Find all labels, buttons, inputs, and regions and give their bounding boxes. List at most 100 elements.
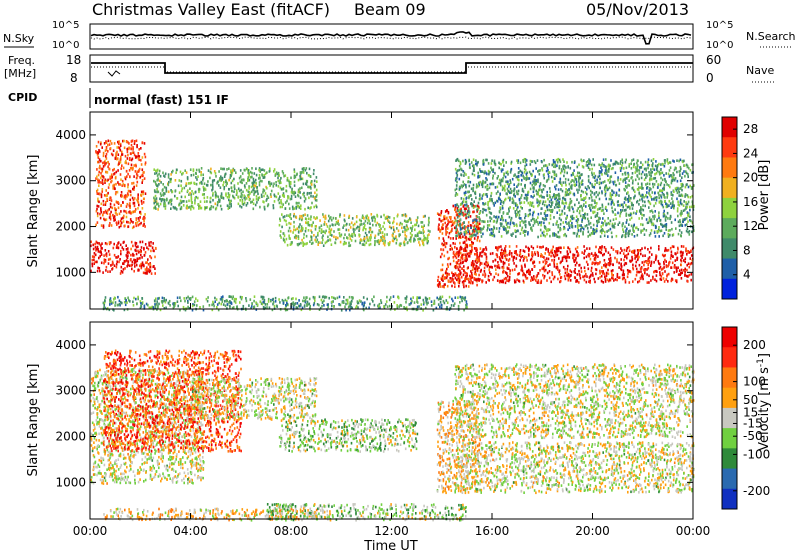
heatmap-cell (329, 224, 331, 228)
heatmap-cell (645, 176, 647, 179)
heatmap-cell (607, 170, 610, 173)
heatmap-cell (403, 306, 405, 309)
heatmap-cell (521, 266, 523, 270)
heatmap-cell (514, 280, 516, 284)
heatmap-cell (267, 297, 270, 301)
heatmap-cell (108, 308, 111, 312)
heatmap-cell (180, 299, 182, 303)
heatmap-cell (130, 158, 133, 162)
heatmap-cell (513, 250, 516, 253)
heatmap-cell (243, 184, 246, 187)
heatmap-cell (334, 297, 337, 300)
heatmap-cell (561, 212, 563, 216)
heatmap-cell (481, 250, 483, 254)
heatmap-cell (422, 231, 424, 235)
heatmap-cell (452, 242, 454, 245)
heatmap-cell (300, 214, 303, 218)
heatmap-cell (456, 221, 459, 224)
heatmap-cell (410, 301, 412, 305)
heatmap-cell (678, 269, 681, 272)
heatmap-cell (270, 195, 272, 198)
heatmap-cell (272, 185, 275, 188)
heatmap-cell (576, 273, 579, 276)
heatmap-cell (101, 190, 103, 193)
heatmap-cell (165, 198, 168, 202)
heatmap-cell (311, 180, 313, 183)
heatmap-cell (501, 256, 504, 259)
heatmap-cell (305, 182, 307, 185)
heatmap-cell (411, 229, 413, 232)
heatmap-cell (559, 246, 561, 249)
heatmap-cell (230, 181, 233, 185)
heatmap-cell (620, 265, 623, 268)
heatmap-cell (504, 256, 507, 260)
heatmap-cell (198, 170, 201, 173)
heatmap-cell (476, 210, 478, 213)
heatmap-cell (302, 171, 305, 174)
heatmap-cell (524, 265, 526, 268)
heatmap-cell (263, 205, 266, 209)
heatmap-cell (348, 295, 351, 299)
heatmap-cell (314, 191, 316, 195)
heatmap-cell (315, 176, 318, 179)
heatmap-cell (647, 248, 649, 251)
heatmap-cell (509, 272, 511, 275)
heatmap-cell (150, 256, 153, 260)
heatmap-cell (641, 217, 643, 220)
heatmap-cell (366, 297, 368, 301)
heatmap-cell (93, 262, 95, 265)
heatmap-cell (668, 261, 670, 265)
heatmap-cell (190, 204, 193, 208)
heatmap-cell (136, 144, 138, 147)
heatmap-cell (221, 298, 224, 301)
heatmap-cell (164, 300, 167, 304)
heatmap-cell (113, 219, 115, 222)
heatmap-cell (505, 258, 508, 261)
heatmap-cell (105, 162, 107, 165)
heatmap-cell (138, 155, 141, 158)
heatmap-cell (465, 306, 467, 310)
heatmap-cell (439, 255, 442, 259)
heatmap-cell (158, 302, 160, 306)
heatmap-cell (96, 214, 99, 218)
heatmap-cell (361, 302, 363, 306)
heatmap-cell (101, 169, 103, 173)
heatmap-cell (153, 196, 155, 200)
heatmap-cell (174, 189, 177, 192)
heatmap-cell (408, 238, 411, 242)
heatmap-cell (460, 197, 463, 200)
heatmap-cell (599, 271, 601, 275)
heatmap-cell (128, 210, 130, 214)
heatmap-cell (368, 306, 370, 310)
heatmap-cell (182, 204, 185, 207)
heatmap-cell (180, 205, 183, 209)
heatmap-cell (383, 213, 385, 217)
heatmap-cell (459, 251, 462, 255)
heatmap-cell (465, 185, 467, 189)
heatmap-cell (122, 262, 124, 265)
heatmap-cell (561, 259, 564, 262)
heatmap-cell (129, 198, 131, 202)
heatmap-cell (286, 300, 288, 303)
heatmap-cell (141, 168, 144, 171)
heatmap-cell (225, 192, 227, 195)
heatmap-cell (357, 306, 359, 309)
heatmap-cell (158, 179, 161, 183)
heatmap-cell (270, 182, 273, 185)
heatmap-cell (215, 194, 218, 198)
heatmap-cell (236, 306, 238, 309)
heatmap-cell (313, 169, 315, 172)
heatmap-cell (206, 299, 209, 303)
heatmap-cell (485, 213, 488, 217)
heatmap-cell (667, 248, 670, 252)
heatmap-cell (122, 201, 124, 204)
heatmap-cell (377, 306, 380, 310)
heatmap-cell (168, 180, 170, 184)
heatmap-cell (109, 217, 112, 221)
heatmap-cell (467, 254, 470, 258)
heatmap-cell (139, 256, 141, 260)
plot-title: Christmas Valley East (fitACF) (92, 0, 330, 19)
heatmap-cell (110, 173, 113, 176)
heatmap-cell (283, 218, 286, 222)
heatmap-cell (444, 210, 447, 213)
